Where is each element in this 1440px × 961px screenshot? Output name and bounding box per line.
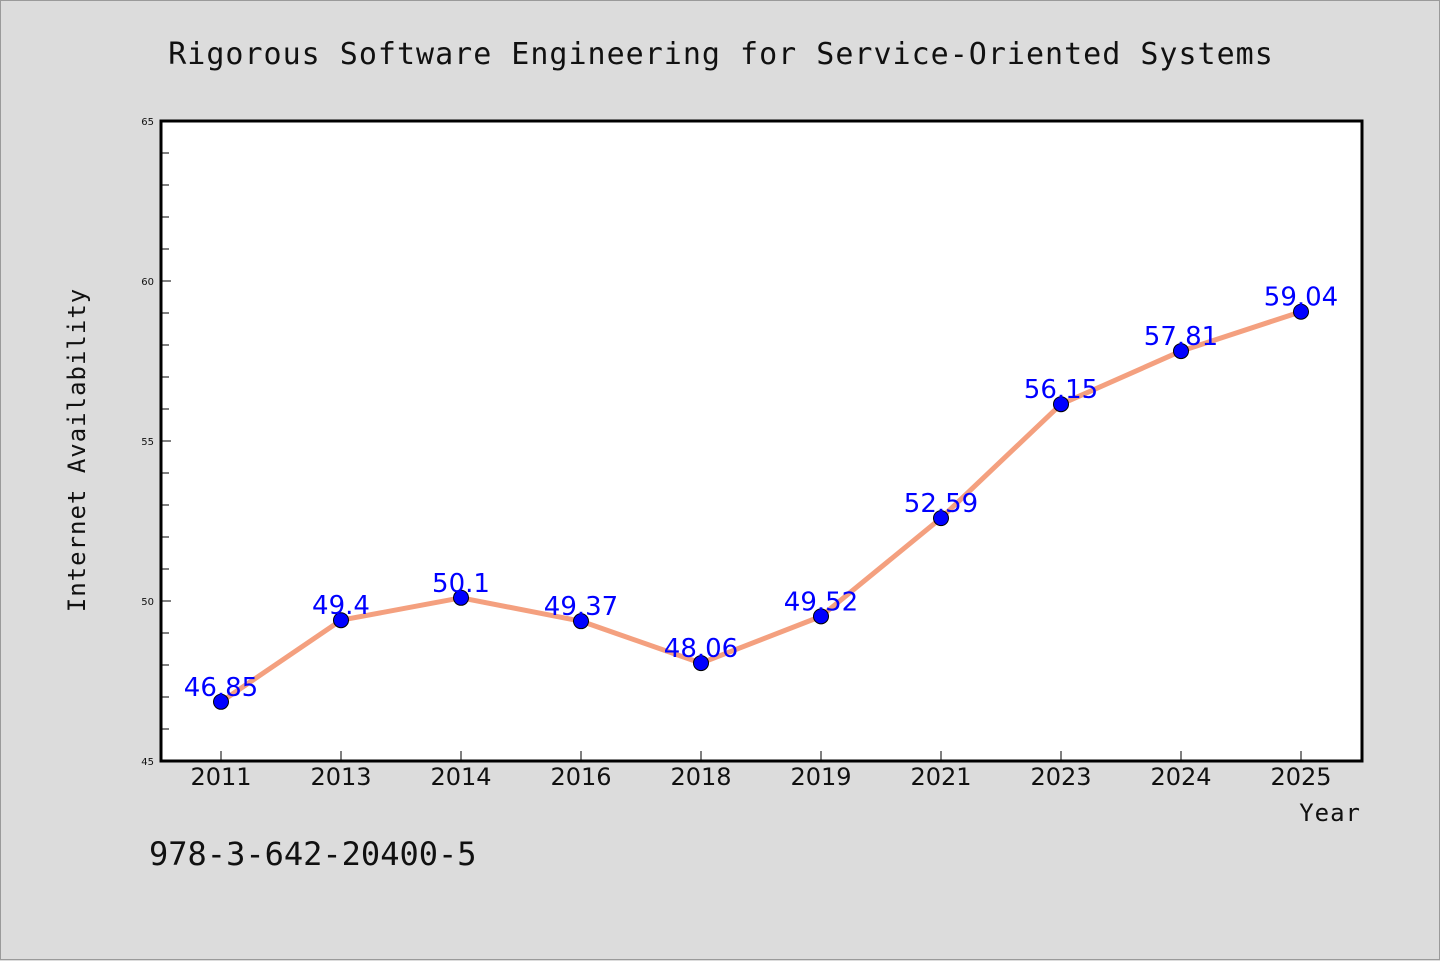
data-point-marker (933, 510, 949, 527)
y-tick-label: 60 (141, 277, 154, 288)
x-tick-label: 2011 (190, 763, 251, 791)
y-axis-label: Internet Availability (63, 288, 91, 612)
y-tick-label: 65 (141, 117, 154, 128)
data-point-marker (1173, 343, 1189, 360)
data-point-marker (213, 693, 229, 710)
data-label: 59.04 (1264, 283, 1338, 313)
data-point-marker (573, 613, 589, 630)
data-point-marker (693, 655, 709, 672)
data-point-marker (453, 589, 469, 606)
data-label: 56.15 (1024, 375, 1098, 405)
series-group: 46.85 49.4 50.1 49.37 48.06 49.52 52.59 56.15 57… (184, 283, 1338, 710)
data-label: 49.52 (784, 587, 858, 617)
x-tick-label: 2023 (1030, 763, 1091, 791)
y-axis: 45 50 55 60 65 (141, 117, 171, 768)
x-tick-label: 2021 (910, 763, 971, 791)
data-label: 50.1 (432, 569, 490, 599)
x-tick-label: 2024 (1150, 763, 1211, 791)
data-label: 49.4 (312, 591, 370, 621)
data-label: 46.85 (184, 673, 258, 703)
data-point-marker (1293, 303, 1309, 320)
data-label: 49.37 (544, 592, 618, 622)
x-tick-label: 2013 (310, 763, 371, 791)
x-tick-label: 2019 (790, 763, 851, 791)
x-tick-label: 2018 (670, 763, 731, 791)
chart-title: Rigorous Software Engineering for Servic… (168, 37, 1274, 72)
x-tick-label: 2025 (1270, 763, 1331, 791)
x-tick-label: 2016 (550, 763, 611, 791)
x-axis-label: Year (1299, 799, 1361, 827)
series-line (218, 309, 1304, 705)
y-tick-label: 55 (141, 437, 154, 448)
data-label: 57.81 (1144, 322, 1218, 352)
data-label: 52.59 (904, 489, 978, 519)
data-point-marker (1053, 396, 1069, 413)
plot-area (159, 119, 1364, 763)
x-axis: 2011 2013 2014 2016 2018 2019 2021 2023 2024 2025 (190, 751, 1332, 791)
data-point-marker (813, 608, 829, 625)
y-tick-label: 50 (141, 597, 154, 608)
isbn-text: 978-3-642-20400-5 (149, 835, 477, 873)
y-tick-label: 45 (141, 757, 154, 768)
x-tick-label: 2014 (430, 763, 491, 791)
data-point-marker (333, 612, 349, 629)
data-label: 48.06 (664, 634, 738, 664)
